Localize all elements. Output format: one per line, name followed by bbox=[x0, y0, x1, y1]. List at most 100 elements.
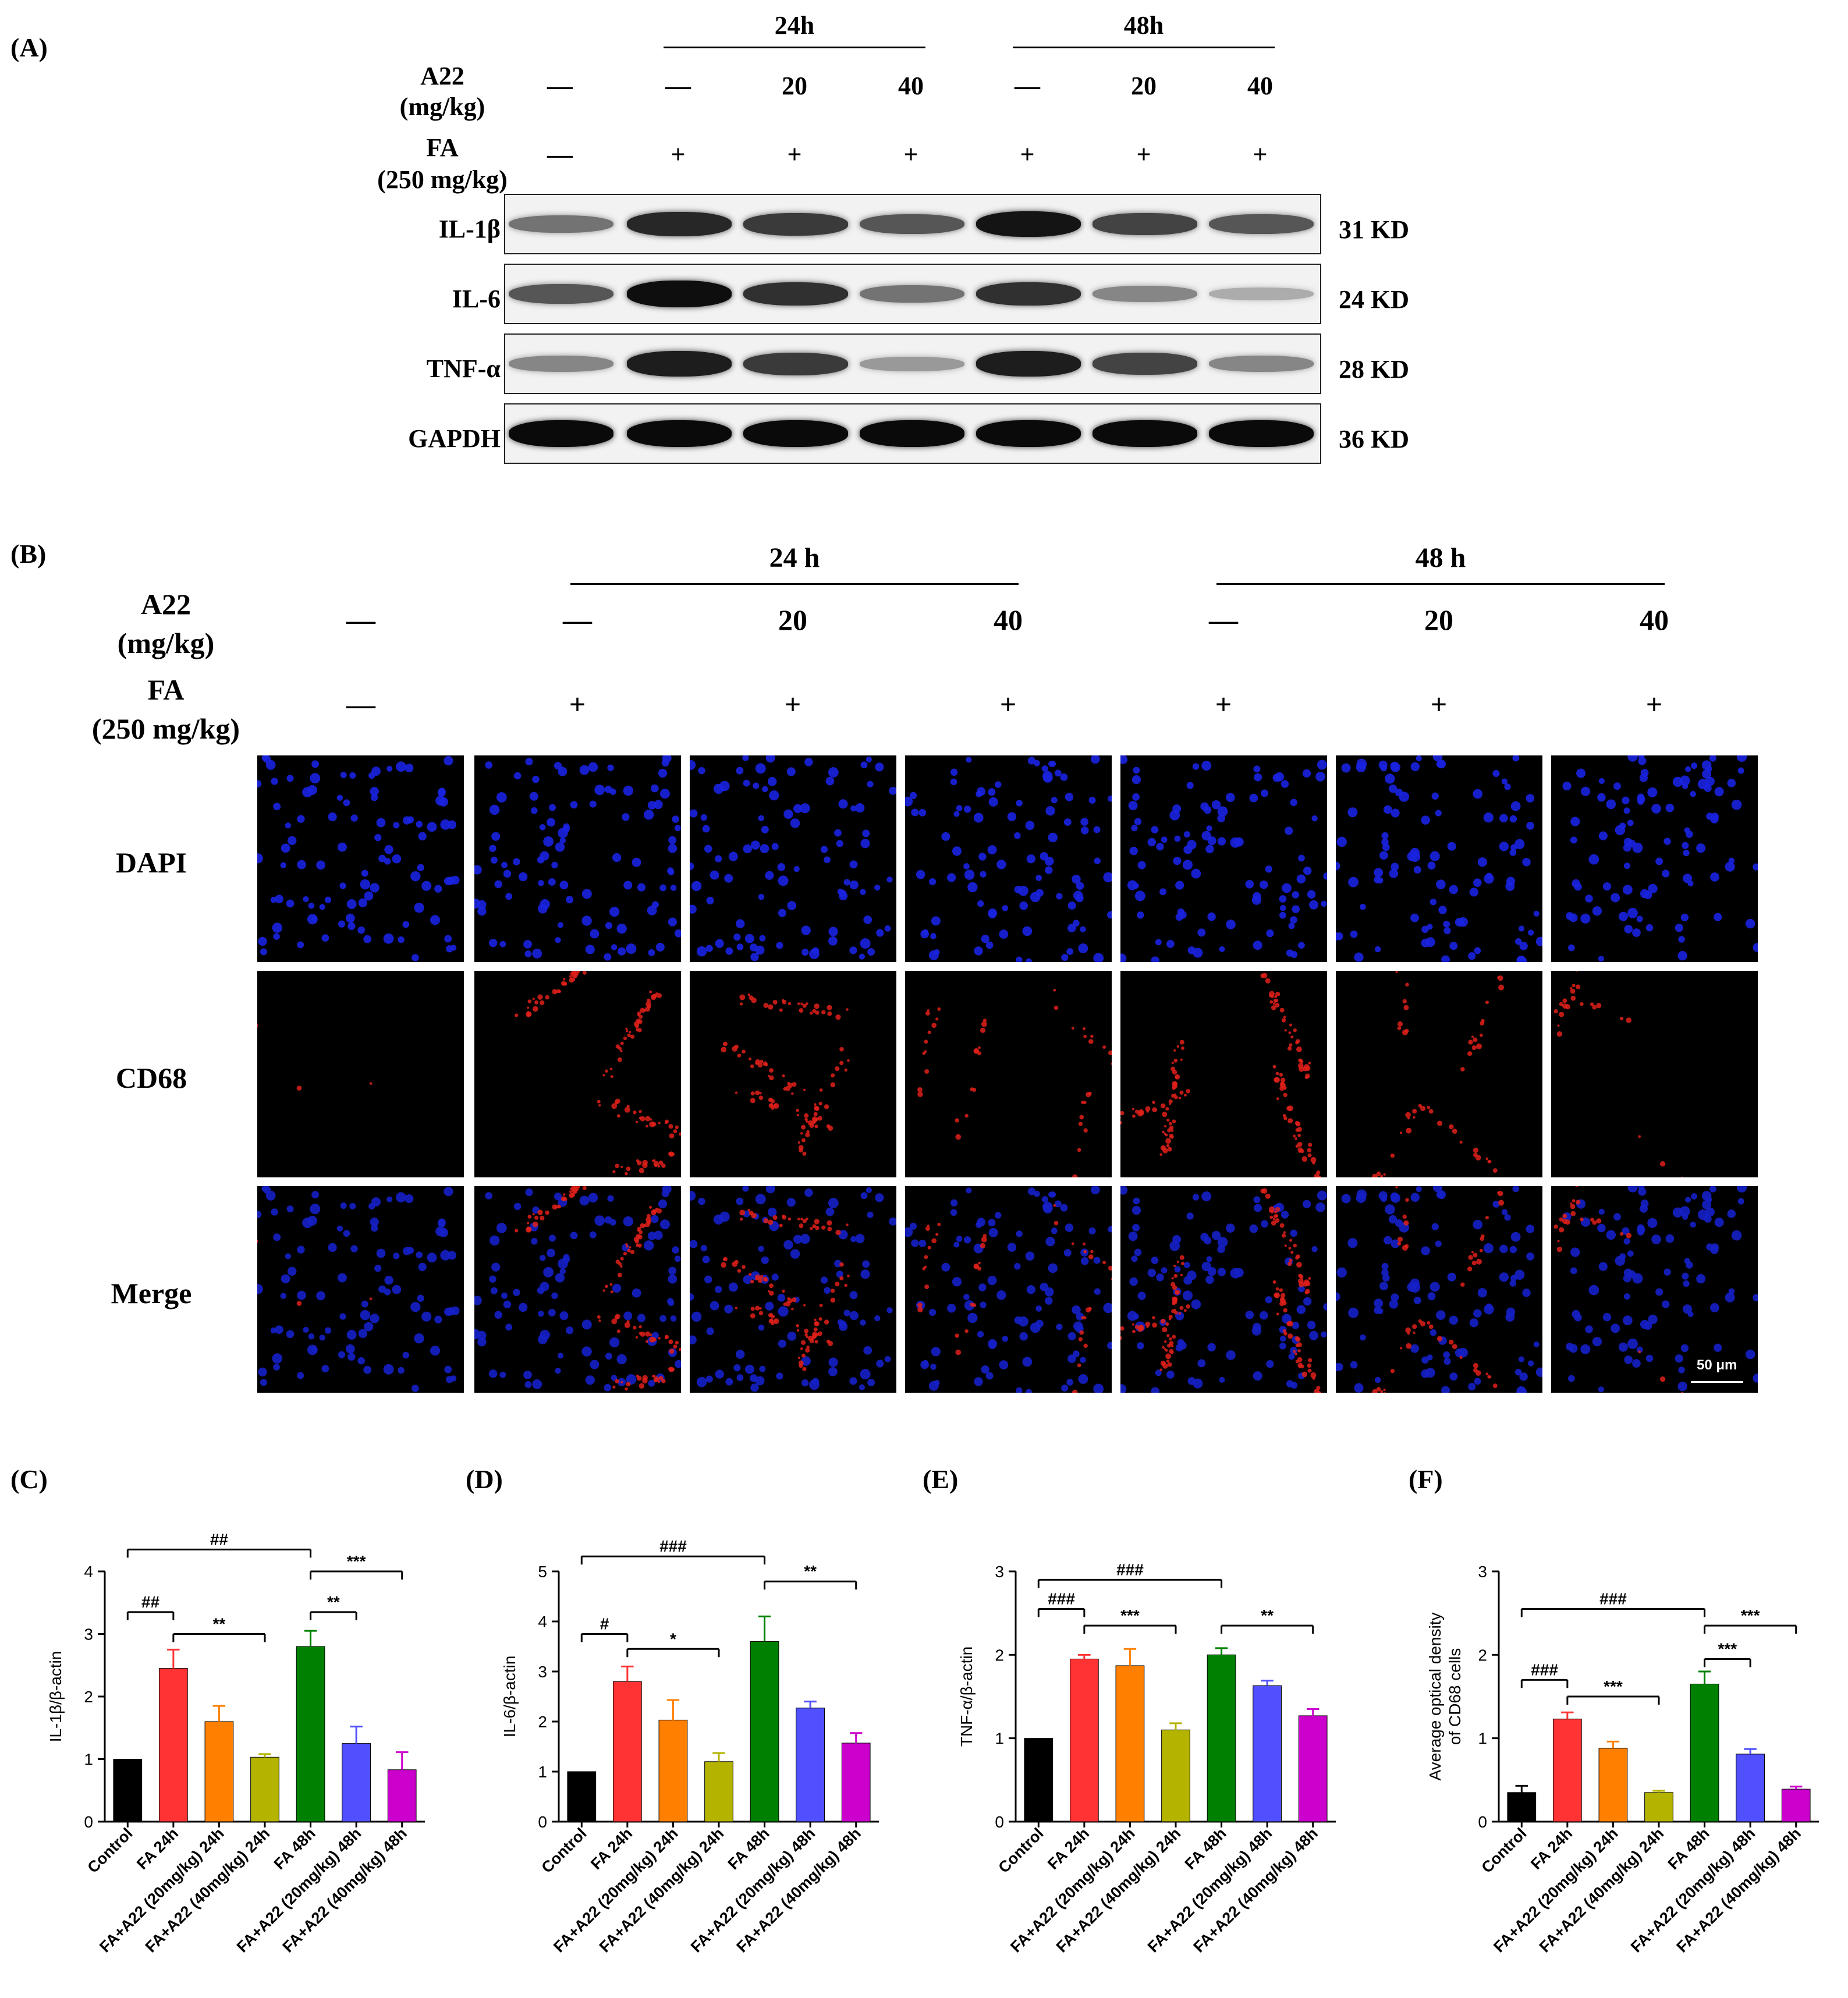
fluorescence-image bbox=[257, 971, 464, 1177]
y-axis-label: of CD68 cells bbox=[1446, 1648, 1464, 1745]
bar bbox=[1298, 1715, 1328, 1822]
significance-bracket: ## bbox=[126, 1593, 175, 1620]
significance-bracket: *** bbox=[1083, 1606, 1177, 1634]
blot-strip bbox=[504, 264, 1321, 324]
y-tick-label: 4 bbox=[84, 1563, 93, 1581]
protein-band bbox=[1093, 420, 1197, 447]
significance-bracket: *** bbox=[1566, 1677, 1660, 1705]
a22-dose-value: — bbox=[665, 72, 691, 100]
significance-bracket: * bbox=[626, 1630, 720, 1658]
protein-band bbox=[627, 351, 732, 377]
channel-label: Merge bbox=[111, 1277, 192, 1309]
fluorescence-image-canvas bbox=[721, 993, 850, 1156]
fa-dose-value: + bbox=[569, 688, 586, 721]
bar bbox=[1207, 1654, 1236, 1822]
protein-label: GAPDH bbox=[408, 424, 501, 453]
protein-label: IL-6 bbox=[452, 285, 501, 313]
fluorescence-image bbox=[1336, 1186, 1542, 1393]
fluorescence-image bbox=[905, 1186, 1112, 1393]
fluorescence-image bbox=[1551, 755, 1758, 962]
x-tick-label: Control bbox=[538, 1825, 590, 1876]
a22-dose-value: 40 bbox=[994, 604, 1023, 636]
protein-label: TNF-α bbox=[426, 354, 501, 383]
y-tick-label: 3 bbox=[995, 1563, 1004, 1581]
fluorescence-image bbox=[1120, 1186, 1327, 1393]
panel-b-label: (B) bbox=[10, 539, 47, 569]
significance-marker: ### bbox=[1048, 1590, 1075, 1608]
fluorescence-image bbox=[474, 971, 681, 1177]
a22-unit-label: (mg/kg) bbox=[399, 93, 485, 121]
protein-band bbox=[509, 356, 613, 372]
fa-dose-value: + bbox=[1430, 688, 1448, 721]
a22-dose-value: 40 bbox=[1247, 72, 1273, 100]
a22-dose-value: 20 bbox=[1424, 604, 1453, 636]
y-tick-label: 3 bbox=[538, 1663, 547, 1681]
protein-band bbox=[1093, 353, 1197, 375]
fluorescence-image bbox=[905, 755, 1112, 962]
protein-band bbox=[1209, 356, 1314, 372]
y-tick-label: 0 bbox=[1478, 1813, 1487, 1831]
bar bbox=[204, 1721, 234, 1822]
fa-dose-value: + bbox=[787, 140, 802, 169]
significance-marker: * bbox=[670, 1630, 676, 1648]
a22-label: A22 bbox=[420, 62, 464, 90]
protein-band bbox=[1209, 214, 1314, 235]
fa-dose-value: + bbox=[1215, 688, 1232, 721]
protein-band bbox=[1093, 286, 1197, 302]
protein-band bbox=[976, 420, 1081, 447]
panel-a-label: (A) bbox=[10, 33, 48, 62]
fa-dose-label: (250 mg/kg) bbox=[377, 165, 508, 194]
significance-bracket: *** bbox=[310, 1552, 403, 1580]
fa-dose-value: — bbox=[346, 688, 375, 721]
y-axis-label: Average optical density bbox=[1426, 1613, 1444, 1781]
y-tick-label: 1 bbox=[84, 1751, 93, 1769]
fluorescence-image-canvas bbox=[1120, 755, 1327, 962]
a22-dose-value: 40 bbox=[898, 72, 924, 100]
significance-marker: ### bbox=[659, 1537, 687, 1555]
channel-label: DAPI bbox=[115, 846, 187, 879]
bar bbox=[1690, 1684, 1719, 1822]
fluorescence-image-canvas bbox=[1120, 1186, 1327, 1393]
fluorescence-image bbox=[1336, 971, 1542, 1177]
protein-band bbox=[860, 214, 964, 235]
chart-panel-label: (D) bbox=[466, 1464, 503, 1494]
channel-label: CD68 bbox=[115, 1062, 187, 1094]
blot-strip bbox=[504, 194, 1321, 254]
fa-dose-value: — bbox=[547, 140, 573, 169]
protein-band bbox=[743, 420, 848, 447]
y-tick-label: 4 bbox=[538, 1613, 547, 1631]
time-group-line bbox=[1013, 47, 1275, 48]
fluorescence-image bbox=[1551, 971, 1758, 1177]
chart-panel-label: (C) bbox=[10, 1464, 48, 1494]
significance-marker: ### bbox=[1531, 1660, 1558, 1678]
fluorescence-image-canvas bbox=[1336, 755, 1542, 962]
protein-band bbox=[509, 283, 613, 304]
bar bbox=[613, 1681, 642, 1822]
a22-dose-value: 40 bbox=[1640, 604, 1669, 636]
fa-dose-label: (250 mg/kg) bbox=[91, 712, 240, 745]
y-tick-label: 0 bbox=[538, 1813, 547, 1831]
protein-band bbox=[976, 351, 1081, 377]
protein-band bbox=[509, 420, 613, 447]
fluorescence-image bbox=[905, 971, 1112, 1177]
bar bbox=[1598, 1748, 1628, 1822]
fluorescence-image-canvas bbox=[1336, 1186, 1542, 1393]
protein-band bbox=[509, 215, 613, 233]
fluorescence-image-canvas bbox=[474, 1186, 681, 1392]
y-tick-label: 1 bbox=[538, 1763, 547, 1781]
bar bbox=[750, 1641, 779, 1822]
bar bbox=[159, 1668, 188, 1822]
significance-bracket: ### bbox=[580, 1537, 766, 1565]
bar bbox=[1781, 1788, 1811, 1822]
significance-bracket: *** bbox=[1704, 1606, 1797, 1634]
significance-marker: *** bbox=[347, 1552, 366, 1570]
bar bbox=[1253, 1685, 1282, 1822]
fluorescence-image-canvas bbox=[905, 1186, 1112, 1393]
protein-band bbox=[1093, 213, 1197, 235]
bar-chart-svg: 0 1 2 3 Average optical density of CD68 cells… bbox=[1426, 1563, 1819, 1956]
a22-dose-value: 20 bbox=[778, 604, 807, 636]
y-tick-label: 3 bbox=[1478, 1563, 1487, 1581]
bar bbox=[1736, 1754, 1765, 1822]
